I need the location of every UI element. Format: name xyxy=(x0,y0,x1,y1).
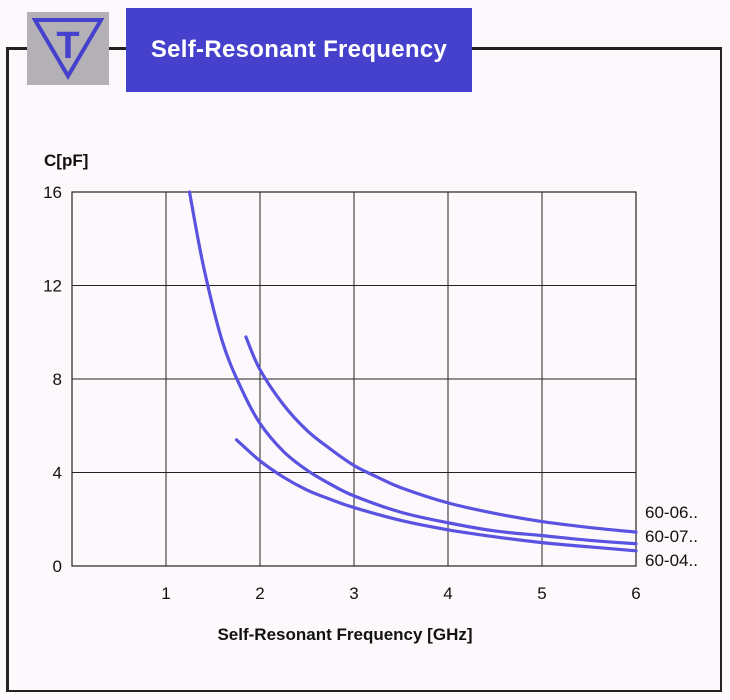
brand-logo: T xyxy=(27,12,109,85)
y-tick-label: 12 xyxy=(43,277,62,296)
logo-triangle xyxy=(31,18,105,80)
x-tick-label: 1 xyxy=(161,584,170,603)
series-label-2: 60-04.. xyxy=(645,551,698,570)
series-label-1: 60-07.. xyxy=(645,527,698,546)
logo-letter: T xyxy=(56,25,79,67)
series-labels: 60-06.. 60-07.. 60-04.. xyxy=(645,503,698,570)
logo-triangle-icon: T xyxy=(31,18,105,80)
x-tick-label: 3 xyxy=(349,584,358,603)
x-tick-label: 2 xyxy=(255,584,264,603)
plot-area-border xyxy=(71,191,637,567)
series-line-0 xyxy=(244,335,638,534)
y-tick-label: 8 xyxy=(53,370,62,389)
x-tick-label: 5 xyxy=(537,584,546,603)
y-axis-title: C[pF] xyxy=(44,151,88,170)
series-line-2 xyxy=(234,438,638,553)
x-axis-title: Self-Resonant Frequency [GHz] xyxy=(217,625,472,644)
header-title-tab: Self-Resonant Frequency xyxy=(126,8,472,92)
y-tick-label: 0 xyxy=(53,557,62,576)
x-tick-label: 4 xyxy=(443,584,452,603)
series-label-0: 60-06.. xyxy=(645,503,698,522)
chart-series xyxy=(187,190,638,553)
y-tick-label: 16 xyxy=(43,183,62,202)
page-title: Self-Resonant Frequency xyxy=(150,36,448,63)
y-tick-label: 4 xyxy=(53,464,62,483)
x-tick-label: 6 xyxy=(631,584,640,603)
series-line-1 xyxy=(187,190,638,546)
chart-grid xyxy=(72,191,637,567)
